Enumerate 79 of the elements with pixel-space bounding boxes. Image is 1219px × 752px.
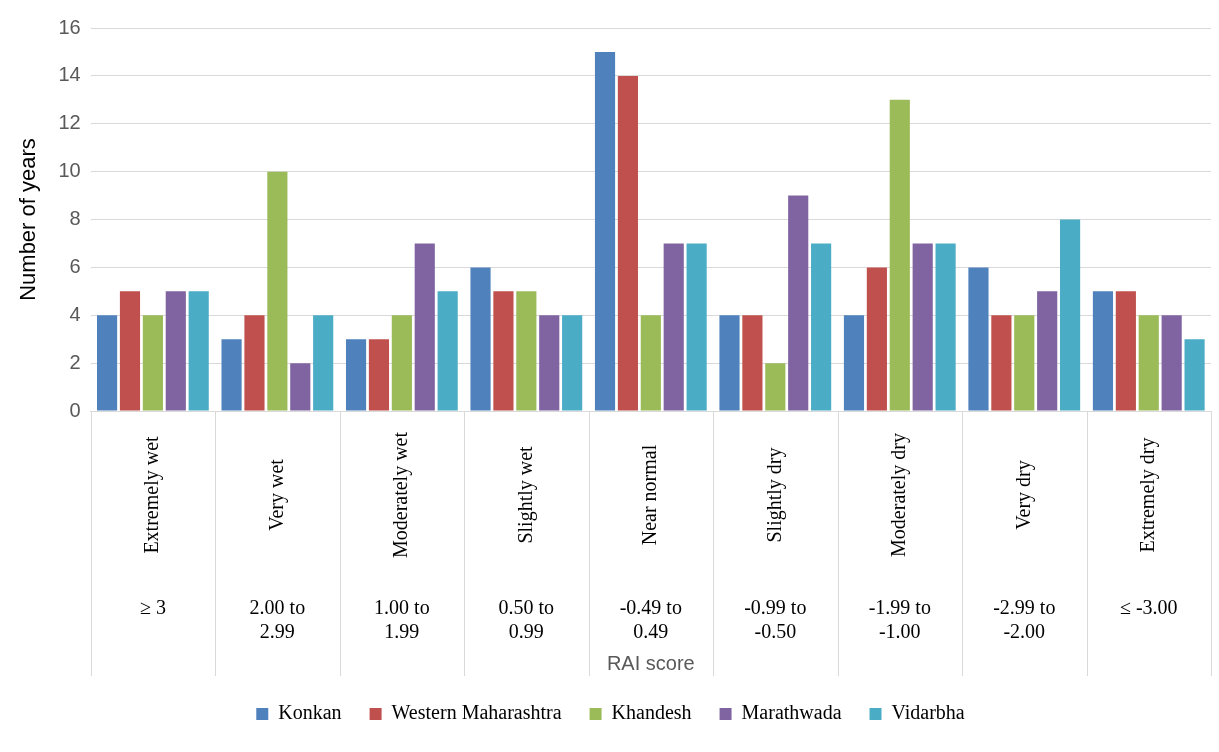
legend-label: Khandesh xyxy=(611,701,692,724)
legend-label: Marathwada xyxy=(741,701,842,724)
bar xyxy=(742,315,763,411)
y-tick-label: 10 xyxy=(58,159,81,182)
bar xyxy=(493,291,514,411)
bar xyxy=(414,243,435,411)
bar xyxy=(617,75,638,411)
text: -1.99 to -1.00 xyxy=(868,596,931,643)
bar xyxy=(539,315,560,411)
bar xyxy=(119,291,141,411)
legend-label: Western Maharashtra xyxy=(391,701,562,724)
text: 2.00 to 2.99 xyxy=(249,596,306,643)
bar xyxy=(765,363,786,411)
bar xyxy=(935,243,956,411)
bar xyxy=(889,99,910,411)
bar xyxy=(1184,339,1205,411)
bar xyxy=(663,243,684,411)
bar xyxy=(991,315,1012,411)
bar xyxy=(719,315,740,411)
y-tick-label: 16 xyxy=(58,15,81,38)
y-tick-label: 2 xyxy=(69,350,81,373)
bar xyxy=(788,195,809,411)
text: 1.00 to 1.99 xyxy=(374,596,430,643)
bar xyxy=(843,315,865,411)
text: 0.50 to 0.99 xyxy=(498,596,555,643)
text: ≤ -3.00 xyxy=(1119,596,1178,619)
bar xyxy=(1060,219,1081,411)
x-tick-label: Near normal xyxy=(638,444,661,546)
x-tick-label: Slightly dry xyxy=(762,447,786,543)
bar xyxy=(866,267,887,411)
bar xyxy=(562,315,583,411)
bar xyxy=(968,267,989,411)
text: -0.99 to -0.50 xyxy=(744,596,807,643)
x-tick-label: Moderately wet xyxy=(389,431,413,559)
bar xyxy=(165,291,186,411)
bar xyxy=(368,339,390,411)
bar xyxy=(1161,315,1182,411)
y-tick-label: 6 xyxy=(69,254,81,277)
bar xyxy=(244,315,265,411)
y-tick-label: 0 xyxy=(69,398,81,421)
y-tick-label: 14 xyxy=(58,63,81,86)
x-axis-title: RAI score xyxy=(606,651,695,674)
x-tick-label: Extremely dry xyxy=(1136,437,1160,553)
text: ≥ 3 xyxy=(139,596,166,619)
x-tick-label: Slightly wet xyxy=(513,445,537,544)
bar xyxy=(594,51,616,411)
legend-label: Konkan xyxy=(278,701,342,724)
bar xyxy=(221,339,242,411)
bar xyxy=(290,363,311,411)
bar xyxy=(267,171,288,411)
bar xyxy=(1037,291,1058,411)
y-tick-label: 8 xyxy=(69,207,81,230)
bar xyxy=(188,291,209,411)
legend-label: Vidarbha xyxy=(891,701,965,724)
bar xyxy=(1092,291,1114,411)
bar xyxy=(345,339,367,411)
bar xyxy=(391,315,412,411)
bar xyxy=(811,243,832,411)
y-tick-label: 4 xyxy=(69,302,81,325)
bar xyxy=(640,315,661,411)
x-tick-label: Very wet xyxy=(264,458,288,531)
bar xyxy=(1115,291,1136,411)
x-tick-label: Moderately dry xyxy=(887,433,911,557)
bar xyxy=(686,243,707,411)
bar xyxy=(142,315,163,411)
text: -2.99 to -2.00 xyxy=(993,596,1056,643)
bar xyxy=(437,291,458,411)
text: -0.49 to 0.49 xyxy=(619,596,682,643)
bar xyxy=(1014,315,1035,411)
y-axis-title: Number of years xyxy=(15,138,41,301)
bar xyxy=(912,243,933,411)
y-tick-label: 12 xyxy=(58,111,81,134)
x-tick-label: Extremely wet xyxy=(140,435,164,554)
x-tick-label: Very dry xyxy=(1011,460,1035,530)
bar xyxy=(470,267,491,411)
bar xyxy=(516,291,537,411)
bar xyxy=(313,315,334,411)
bar xyxy=(1138,315,1159,411)
bar xyxy=(97,315,118,411)
